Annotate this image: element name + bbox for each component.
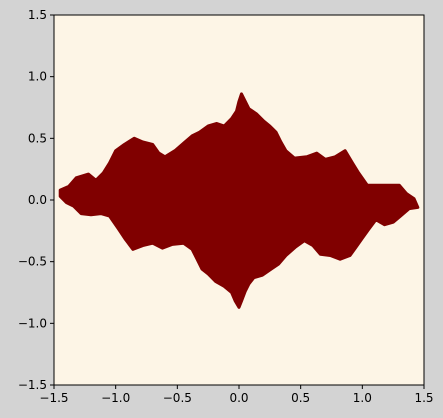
x-tick-label: −1.0 — [101, 391, 130, 405]
x-tick-label: 0.0 — [229, 391, 248, 405]
plot-axes — [53, 14, 425, 386]
y-tick-label: 1.0 — [28, 70, 47, 84]
y-tick-label: −1.0 — [18, 316, 47, 330]
y-tick-label: 1.5 — [28, 8, 47, 22]
x-axis: −1.5 −1.0 −0.5 0.0 0.5 1.0 1.5 — [39, 385, 434, 405]
fractal-set-region — [58, 92, 420, 309]
y-tick-label: 0.0 — [28, 193, 47, 207]
y-axis: −1.5 −1.0 −0.5 0.0 0.5 1.0 1.5 — [18, 8, 54, 392]
x-tick-label: 0.5 — [291, 391, 310, 405]
x-tick-label: 1.0 — [353, 391, 372, 405]
x-tick-label: −1.5 — [39, 391, 68, 405]
x-tick-label: 1.5 — [414, 391, 433, 405]
y-tick-label: −0.5 — [18, 255, 47, 269]
y-tick-label: −1.5 — [18, 378, 47, 392]
x-tick-label: −0.5 — [163, 391, 192, 405]
y-tick-label: 0.5 — [28, 131, 47, 145]
